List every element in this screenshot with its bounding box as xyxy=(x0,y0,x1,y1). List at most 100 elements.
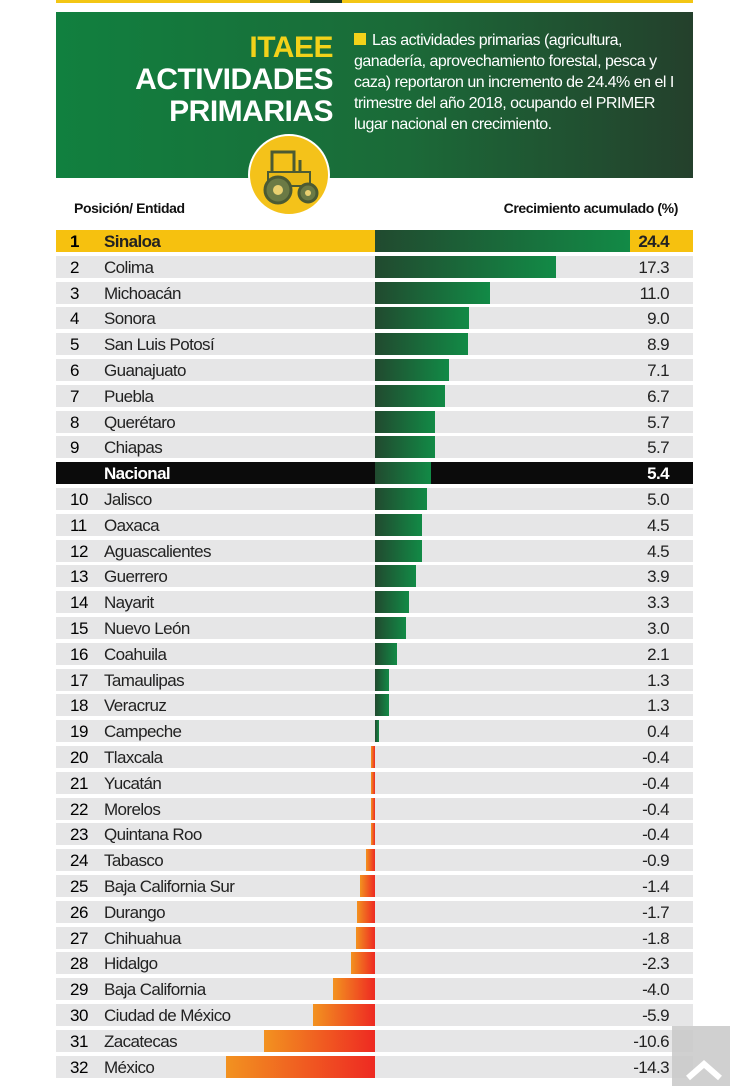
position-label: 16 xyxy=(70,644,88,664)
table-row: 21 Yucatán -0.4 xyxy=(56,771,693,794)
position-label: 31 xyxy=(70,1031,88,1051)
entity-label: Puebla xyxy=(104,386,154,406)
table-row: 10 Jalisco 5.0 xyxy=(56,488,693,510)
table-row: 6 Guanajuato 7.1 xyxy=(56,359,693,381)
position-label: 29 xyxy=(70,980,88,1000)
bar xyxy=(370,823,375,846)
value-label: 0.4 xyxy=(647,722,669,742)
position-label: 25 xyxy=(70,877,88,896)
position-label: 30 xyxy=(70,1006,88,1025)
value-label: 9.0 xyxy=(647,309,669,329)
value-label: -10.6 xyxy=(633,1031,669,1051)
entity-label: Quintana Roo xyxy=(104,825,202,845)
table-row: 18 Veracruz 1.3 xyxy=(56,694,693,717)
table-row: 14 Nayarit 3.3 xyxy=(56,591,693,614)
position-label: 27 xyxy=(70,928,88,948)
entity-label: Colima xyxy=(104,257,154,277)
entity-label: Yucatán xyxy=(104,773,162,793)
value-label: -1.4 xyxy=(642,877,670,896)
entity-label: Guanajuato xyxy=(104,361,187,380)
entity-label: Tlaxcala xyxy=(104,748,163,767)
entity-label: Morelos xyxy=(104,799,161,819)
table-row: 19 Campeche 0.4 xyxy=(56,720,693,743)
bar xyxy=(370,797,375,820)
bar xyxy=(375,281,490,304)
bar xyxy=(225,1055,375,1078)
entity-label: Aguascalientes xyxy=(104,541,212,561)
value-label: -14.3 xyxy=(633,1057,669,1077)
title-line2: ACTIVIDADES xyxy=(135,63,333,96)
entity-label: México xyxy=(104,1057,155,1077)
position-label: 32 xyxy=(70,1057,88,1077)
bar xyxy=(357,900,375,923)
position-label: 7 xyxy=(70,386,79,406)
table-row: 26 Durango -1.7 xyxy=(56,900,693,923)
entity-label: Michoacán xyxy=(104,283,181,303)
bar xyxy=(375,230,630,252)
position-label: 20 xyxy=(70,748,88,767)
bar xyxy=(375,642,397,665)
value-label: 6.7 xyxy=(647,386,669,406)
entity-label: Nayarit xyxy=(104,593,154,613)
entity-label: Baja California Sur xyxy=(104,877,235,896)
value-label: 3.3 xyxy=(647,593,669,613)
value-label: 3.0 xyxy=(647,619,669,638)
entity-label: Jalisco xyxy=(104,490,152,509)
bar xyxy=(350,952,375,975)
bar xyxy=(264,1029,375,1052)
entity-label: Zacatecas xyxy=(104,1031,178,1051)
entity-label: Querétaro xyxy=(104,412,176,432)
bar xyxy=(356,926,375,949)
position-label: 2 xyxy=(70,257,79,277)
bar xyxy=(375,539,423,562)
column-header-entity: Posición/ Entidad xyxy=(74,200,185,216)
entity-label: Nuevo León xyxy=(104,619,190,638)
position-label: 3 xyxy=(70,283,79,303)
value-label: 11.0 xyxy=(639,283,670,303)
value-label: 24.4 xyxy=(638,232,669,251)
bar xyxy=(375,565,416,588)
entity-label: Durango xyxy=(104,902,166,922)
position-label: 5 xyxy=(70,335,79,355)
position-label: 4 xyxy=(70,309,79,329)
entity-label: Sinaloa xyxy=(104,232,161,251)
value-label: -0.4 xyxy=(642,773,670,793)
value-label: -0.9 xyxy=(642,851,670,871)
entity-label: Ciudad de México xyxy=(104,1006,231,1025)
position-label: 9 xyxy=(70,438,79,458)
value-label: 4.5 xyxy=(647,541,669,561)
value-label: 1.3 xyxy=(647,696,669,716)
entity-label: Chihuahua xyxy=(104,928,181,948)
value-label: 7.1 xyxy=(647,361,669,380)
position-label: 15 xyxy=(70,619,88,638)
value-label: -0.4 xyxy=(642,825,670,845)
value-label: -0.4 xyxy=(642,799,670,819)
scroll-to-top-button[interactable] xyxy=(672,1026,730,1086)
top-rule-accent xyxy=(310,0,342,3)
table-row: 5 San Luis Potosí 8.9 xyxy=(56,333,693,356)
table-row: 9 Chiapas 5.7 xyxy=(56,436,693,459)
table-row: 31 Zacatecas -10.6 xyxy=(56,1029,693,1052)
position-label: 13 xyxy=(70,567,88,587)
value-label: 5.7 xyxy=(647,438,669,458)
entity-label: Veracruz xyxy=(104,696,167,716)
value-label: 4.5 xyxy=(647,515,669,535)
position-label: 8 xyxy=(70,412,79,432)
value-label: 5.4 xyxy=(647,464,669,484)
entity-label: Baja California xyxy=(104,980,206,1000)
bullet-square-icon xyxy=(354,33,366,45)
top-rule xyxy=(56,0,693,3)
value-label: 5.0 xyxy=(647,490,669,509)
table-row: 29 Baja California -4.0 xyxy=(56,978,693,1001)
bar xyxy=(375,255,556,278)
position-label: 14 xyxy=(70,593,88,613)
position-label: 18 xyxy=(70,696,88,716)
table-row: 25 Baja California Sur -1.4 xyxy=(56,875,693,897)
value-label: -5.9 xyxy=(642,1006,670,1025)
bar xyxy=(375,333,468,356)
position-label: 22 xyxy=(70,799,88,819)
position-label: 12 xyxy=(70,541,88,561)
entity-label: Sonora xyxy=(104,309,156,329)
value-label: -1.8 xyxy=(642,928,670,948)
entity-label: Tabasco xyxy=(104,851,164,871)
